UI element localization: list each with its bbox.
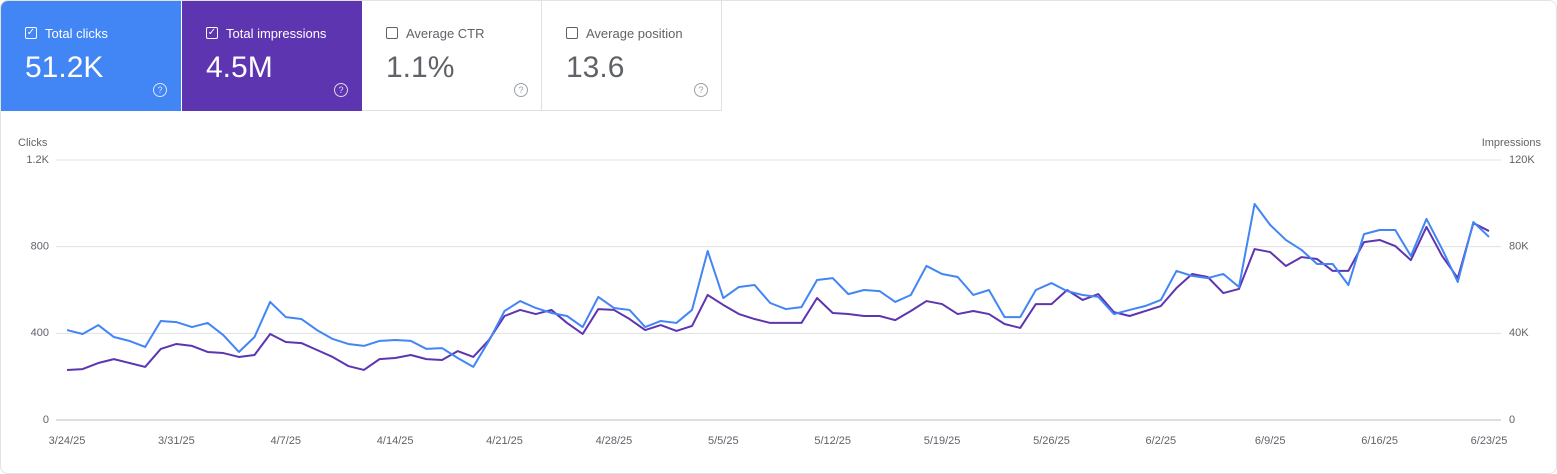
checkbox[interactable] [386, 27, 398, 39]
x-tick-label: 6/2/25 [1146, 435, 1177, 447]
series-line [66, 202, 1490, 368]
x-tick-label: 4/21/25 [486, 435, 523, 447]
metric-card[interactable]: ✓ Total impressions 4.5M? [182, 1, 362, 111]
metric-label: Total clicks [45, 26, 108, 41]
metric-value: 4.5M [206, 51, 273, 84]
help-icon[interactable]: ? [514, 83, 528, 97]
metric-value: 51.2K [25, 51, 104, 84]
y2-tick-label: 0 [1509, 414, 1515, 426]
y-tick-label: 1.2K [26, 154, 49, 166]
metric-label: Average CTR [406, 26, 485, 41]
x-tick-label: 4/28/25 [596, 435, 633, 447]
x-tick-label: 5/5/25 [708, 435, 739, 447]
x-tick-label: 4/7/25 [270, 435, 301, 447]
y-tick-label: 400 [31, 327, 49, 339]
metric-label: Average position [586, 26, 683, 41]
help-icon[interactable]: ? [153, 83, 167, 97]
checkbox[interactable]: ✓ [206, 27, 218, 39]
y2-axis-title: Impressions [1482, 137, 1542, 149]
y-tick-label: 0 [43, 414, 49, 426]
y2-tick-label: 120K [1509, 154, 1535, 166]
x-tick-label: 4/14/25 [377, 435, 414, 447]
y2-tick-label: 80K [1509, 241, 1529, 253]
x-tick-label: 3/24/25 [49, 435, 86, 447]
x-tick-label: 5/12/25 [814, 435, 851, 447]
help-icon[interactable]: ? [694, 83, 708, 97]
x-tick-label: 3/31/25 [158, 435, 195, 447]
y2-tick-label: 40K [1509, 327, 1529, 339]
metric-value: 1.1% [386, 51, 455, 84]
help-icon[interactable]: ? [334, 83, 348, 97]
y-tick-label: 800 [31, 241, 49, 253]
y-axis-title: Clicks [18, 137, 48, 149]
metric-label: Total impressions [226, 26, 327, 41]
x-tick-label: 6/9/25 [1255, 435, 1286, 447]
metric-card[interactable]: Average position 13.6? [542, 1, 722, 111]
metric-card[interactable]: ✓ Total clicks 51.2K? [1, 1, 181, 111]
x-tick-label: 5/26/25 [1033, 435, 1070, 447]
series-line [66, 222, 1490, 371]
x-tick-label: 5/19/25 [924, 435, 961, 447]
checkbox[interactable] [566, 27, 578, 39]
metric-value: 13.6 [566, 51, 625, 84]
checkbox[interactable]: ✓ [25, 27, 37, 39]
x-tick-label: 6/16/25 [1361, 435, 1398, 447]
x-tick-label: 6/23/25 [1471, 435, 1508, 447]
metric-card[interactable]: Average CTR 1.1%? [362, 1, 542, 111]
